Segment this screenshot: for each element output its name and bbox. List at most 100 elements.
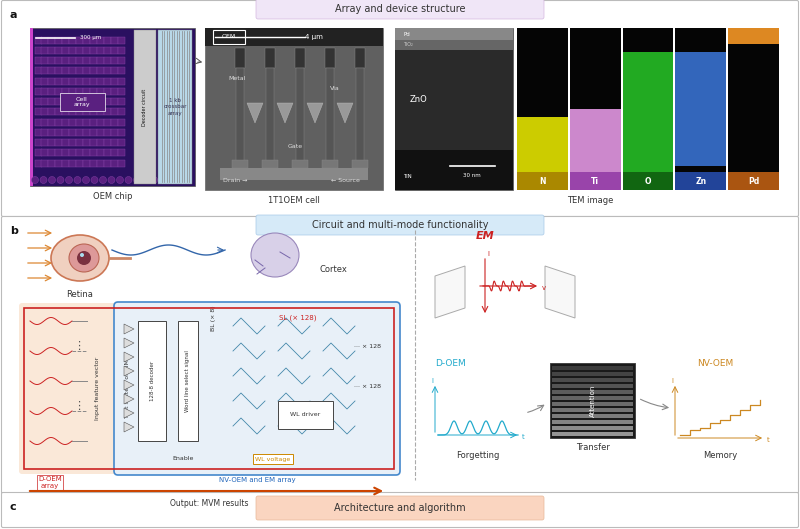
Bar <box>90 78 97 85</box>
Text: Gate: Gate <box>287 143 302 149</box>
Bar <box>110 88 118 95</box>
Bar <box>97 47 104 54</box>
Bar <box>55 118 62 125</box>
Text: Enable: Enable <box>172 457 194 461</box>
Text: Cortex: Cortex <box>320 266 348 275</box>
Text: 4 μm: 4 μm <box>305 34 323 40</box>
Bar <box>69 47 76 54</box>
Bar <box>118 57 125 64</box>
Text: Test system of CIM: Test system of CIM <box>126 359 130 418</box>
Bar <box>220 168 368 180</box>
Bar <box>104 118 110 125</box>
Polygon shape <box>124 324 134 334</box>
Text: v: v <box>542 285 546 291</box>
Bar <box>395 150 513 190</box>
Text: Input feature vector: Input feature vector <box>94 357 99 420</box>
Bar <box>110 57 118 64</box>
Bar <box>34 57 42 64</box>
Bar <box>42 118 49 125</box>
Ellipse shape <box>77 251 91 265</box>
Bar <box>42 78 49 85</box>
Bar <box>69 98 76 105</box>
Circle shape <box>91 177 98 184</box>
Text: Pd: Pd <box>403 32 410 37</box>
Polygon shape <box>124 366 134 376</box>
Circle shape <box>142 177 149 184</box>
Bar <box>48 47 55 54</box>
Bar <box>213 30 245 44</box>
Bar <box>34 67 42 74</box>
Bar <box>48 88 55 95</box>
Bar <box>395 40 513 50</box>
Bar <box>83 67 90 74</box>
Bar <box>118 47 125 54</box>
Bar <box>34 108 42 115</box>
Circle shape <box>99 177 106 184</box>
Bar <box>42 139 49 146</box>
Bar <box>395 28 513 40</box>
Bar <box>69 67 76 74</box>
Bar <box>675 28 726 52</box>
Bar <box>158 30 192 184</box>
Bar <box>42 57 49 64</box>
Bar <box>76 118 83 125</box>
Bar <box>55 108 62 115</box>
Bar <box>110 47 118 54</box>
Bar <box>69 149 76 156</box>
Bar <box>118 37 125 43</box>
Text: NV-OEM and EM array: NV-OEM and EM array <box>218 477 295 483</box>
Bar <box>675 52 726 166</box>
Bar <box>76 88 83 95</box>
Bar <box>570 109 621 190</box>
Bar <box>69 118 76 125</box>
Bar <box>48 57 55 64</box>
Bar <box>550 363 635 438</box>
Bar <box>110 78 118 85</box>
Bar <box>118 67 125 74</box>
Bar <box>62 118 69 125</box>
Bar <box>62 139 69 146</box>
Bar <box>118 88 125 95</box>
Bar <box>104 67 110 74</box>
Bar <box>675 172 726 190</box>
Bar <box>552 396 633 400</box>
Bar <box>76 160 83 167</box>
Bar <box>552 432 633 436</box>
Text: a: a <box>10 10 18 20</box>
Text: Attention: Attention <box>590 384 595 417</box>
Bar <box>97 160 104 167</box>
Text: I: I <box>487 251 489 257</box>
Bar <box>55 88 62 95</box>
Bar <box>118 98 125 105</box>
Bar <box>104 149 110 156</box>
Text: Via: Via <box>330 86 340 90</box>
Bar <box>326 68 334 163</box>
Text: O: O <box>645 177 651 186</box>
Text: Cell
array: Cell array <box>74 97 90 107</box>
Bar <box>76 98 83 105</box>
Text: 1 kb
crossbar
array: 1 kb crossbar array <box>163 98 186 116</box>
Bar <box>232 160 248 168</box>
Bar <box>104 78 110 85</box>
Bar <box>296 68 304 163</box>
Bar <box>55 160 62 167</box>
Bar <box>118 149 125 156</box>
Bar <box>69 57 76 64</box>
Bar <box>55 67 62 74</box>
Bar <box>48 67 55 74</box>
Bar <box>42 47 49 54</box>
Bar <box>728 28 779 44</box>
Bar <box>83 78 90 85</box>
Circle shape <box>57 177 64 184</box>
Bar <box>104 160 110 167</box>
Bar <box>76 47 83 54</box>
Bar <box>118 108 125 115</box>
Bar <box>69 139 76 146</box>
Bar <box>62 57 69 64</box>
Bar <box>266 68 274 163</box>
Bar <box>104 57 110 64</box>
Text: N: N <box>539 177 546 186</box>
Bar <box>110 118 118 125</box>
Bar <box>110 67 118 74</box>
Bar <box>69 37 76 43</box>
